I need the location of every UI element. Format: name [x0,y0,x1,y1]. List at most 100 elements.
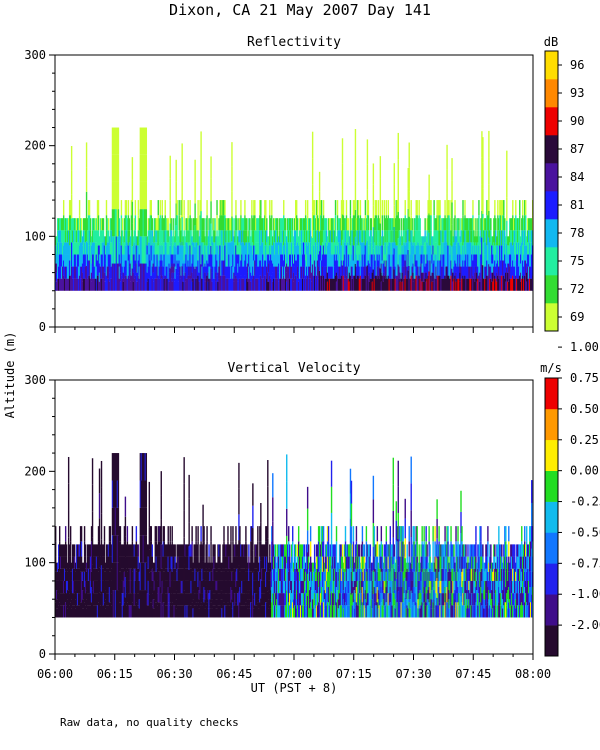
heatmap-cell [425,245,427,255]
heatmap-column [262,544,264,618]
heatmap-cell [178,556,180,569]
heatmap-cell [192,571,194,581]
heatmap-cell [207,254,209,264]
heatmap-cell [96,544,99,557]
heatmap-column [83,218,86,291]
heatmap-cell [258,278,260,291]
heatmap-cell [160,266,162,279]
heatmap-cell [210,526,212,542]
heatmap-column [210,156,212,291]
heatmap-cell [166,278,168,291]
heatmap-cell [121,568,124,581]
heatmap-column [138,218,141,291]
heatmap-cell [327,242,330,255]
heatmap-cell [245,541,247,557]
heatmap-cell [376,266,379,279]
heatmap-cell [269,580,271,594]
heatmap-cell [341,214,344,240]
heatmap-cell [255,254,257,267]
heatmap-cell [371,263,374,273]
heatmap-cell [242,242,244,255]
heatmap-cell [102,278,105,291]
heatmap-cell [256,266,258,279]
heatmap-cell [486,245,488,261]
heatmap-cell [262,593,264,606]
heatmap-cell [416,275,418,291]
heatmap-column [376,218,379,291]
heatmap-cell [516,230,518,243]
heatmap-cell [165,605,167,618]
heatmap-cell [173,605,175,618]
heatmap-column [123,218,126,291]
heatmap-cell [298,266,301,279]
heatmap-cell [370,242,373,255]
heatmap-cell [80,278,83,291]
heatmap-cell [141,562,144,591]
heatmap-cell [226,605,228,618]
heatmap-cell [142,453,145,481]
heatmap-cell [513,278,515,291]
heatmap-cell [175,599,177,609]
heatmap-cell [115,562,118,591]
heatmap-cell [213,605,215,618]
heatmap-cell [436,245,438,261]
heatmap-column [273,218,275,291]
heatmap-cell [388,278,390,291]
heatmap-cell [442,278,444,291]
heatmap-cell [80,242,83,255]
heatmap-cell [89,556,92,569]
heatmap-cell [200,602,202,618]
heatmap-cell [126,254,129,267]
heatmap-cell [80,556,83,572]
heatmap-cell [229,254,231,267]
heatmap-cell [444,200,446,216]
heatmap-cell [511,278,513,291]
heatmap-cell [222,230,224,246]
heatmap-cell [108,236,111,246]
heatmap-cell [426,266,428,279]
heatmap-cell [86,266,89,279]
heatmap-cell [77,278,80,291]
heatmap-cell [134,230,137,246]
heatmap-cell [201,254,203,267]
heatmap-cell [121,593,124,606]
heatmap-cell [201,230,203,243]
heatmap-cell [187,245,189,261]
heatmap-cell [336,275,339,291]
heatmap-cell [320,260,323,276]
heatmap-cell [239,218,241,231]
heatmap-cell [324,242,327,255]
heatmap-cell [224,580,226,594]
heatmap-column [137,544,140,618]
heatmap-cell [501,260,503,276]
heatmap-cell [127,245,130,261]
heatmap-cell [524,275,526,291]
heatmap-cell [59,580,62,594]
heatmap-column [505,236,507,291]
heatmap-cell [309,242,312,255]
heatmap-cell [225,242,227,255]
heatmap-cell [130,605,133,618]
heatmap-cell [303,254,306,267]
heatmap-cell [68,580,71,594]
heatmap-cell [115,236,118,264]
heatmap-cell [231,571,233,581]
heatmap-cell [385,230,388,246]
heatmap-cell [207,272,209,282]
heatmap-cell [69,215,72,231]
heatmap-cell [84,568,87,581]
heatmap-cell [445,278,447,291]
heatmap-column [245,526,247,618]
heatmap-cell [129,281,132,291]
heatmap-cell [523,242,525,255]
heatmap-cell [329,278,332,291]
heatmap-cell [255,218,257,231]
heatmap-column [82,562,85,618]
heatmap-cell [291,266,293,279]
heatmap-cell [118,266,121,279]
heatmap-cell [237,580,239,594]
heatmap-cell [105,593,108,606]
heatmap-cell [162,526,164,542]
heatmap-cell [139,590,142,618]
heatmap-cell [354,236,357,264]
